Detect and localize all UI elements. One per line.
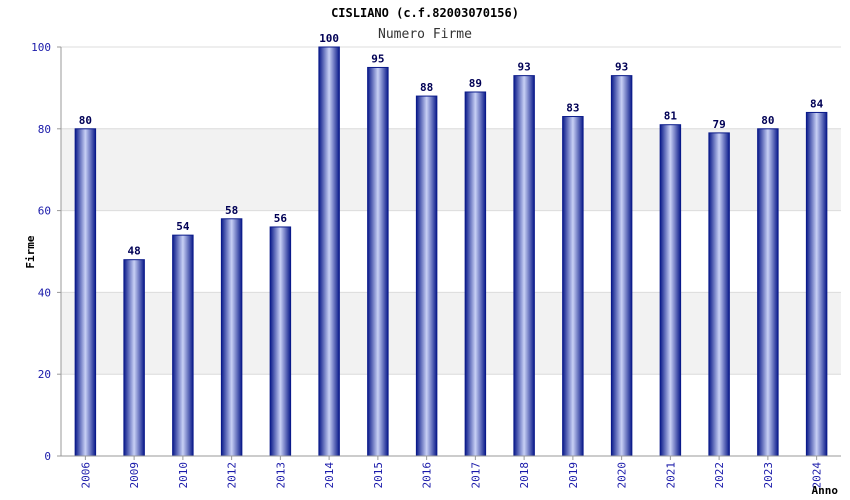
x-tick-label: 2023 <box>762 462 775 489</box>
chart-title: CISLIANO (c.f.82003070156) <box>331 6 519 20</box>
y-tick-label: 80 <box>38 123 51 136</box>
x-tick-label: 2024 <box>811 462 824 489</box>
bar-value-label: 79 <box>713 118 726 131</box>
x-tick-label: 2021 <box>664 462 677 489</box>
bar <box>464 91 487 457</box>
bar <box>659 124 682 457</box>
x-tick-label: 2013 <box>274 462 287 489</box>
x-tick-label: 2018 <box>518 462 531 489</box>
x-tick-label: 2006 <box>79 462 92 489</box>
bar-value-label: 81 <box>664 110 678 123</box>
bar <box>610 75 633 457</box>
y-tick-label: 40 <box>38 286 51 299</box>
bar-value-label: 95 <box>371 52 384 65</box>
y-axis-label: Firme <box>24 235 37 268</box>
bar-value-label: 54 <box>176 220 190 233</box>
bar-value-label: 80 <box>761 114 774 127</box>
y-tick-label: 60 <box>38 205 51 218</box>
bar-value-label: 93 <box>615 61 628 74</box>
x-tick-label: 2015 <box>372 462 385 489</box>
bar <box>123 259 145 457</box>
bar <box>318 46 340 457</box>
x-tick-label: 2016 <box>421 462 434 489</box>
x-tick-label: 2022 <box>713 462 726 489</box>
bar-value-label: 84 <box>810 97 824 110</box>
bar <box>220 218 243 457</box>
bar-value-label: 56 <box>274 212 288 225</box>
bar <box>757 128 779 457</box>
x-tick-label: 2019 <box>567 462 580 489</box>
x-tick-label: 2014 <box>323 462 336 489</box>
bar-value-label: 89 <box>469 77 482 90</box>
bar <box>367 66 389 457</box>
bar-value-label: 88 <box>420 81 433 94</box>
bar <box>74 128 97 457</box>
x-tick-label: 2012 <box>226 462 239 489</box>
x-tick-label: 2010 <box>177 462 190 489</box>
bar <box>269 226 292 457</box>
bar-value-label: 58 <box>225 204 238 217</box>
bar-value-label: 83 <box>566 102 579 115</box>
axes <box>57 46 841 460</box>
x-tick-label: 2009 <box>128 462 141 489</box>
bar-value-label: 100 <box>319 32 339 45</box>
bar <box>513 75 535 457</box>
bars <box>74 46 828 457</box>
bar-value-label: 80 <box>79 114 92 127</box>
bar <box>172 234 194 457</box>
x-tick-label: 2017 <box>469 462 482 489</box>
bar <box>708 132 730 457</box>
y-tick-label: 0 <box>44 450 51 463</box>
bar <box>415 95 438 457</box>
y-tick-label: 20 <box>38 368 51 381</box>
x-tick-label: 2020 <box>616 462 629 489</box>
x-axis-label: Anno <box>812 484 839 497</box>
labels: 0 20 40 60 80 100 80 2006 48 2009 54 2010 58 2012 56 20… <box>31 32 824 489</box>
chart-subtitle: Numero Firme <box>378 27 472 42</box>
bar <box>562 116 584 457</box>
y-tick-label: 100 <box>31 41 51 54</box>
bar-value-label: 93 <box>518 61 531 74</box>
bar-value-label: 48 <box>128 245 141 258</box>
bar <box>805 111 828 457</box>
